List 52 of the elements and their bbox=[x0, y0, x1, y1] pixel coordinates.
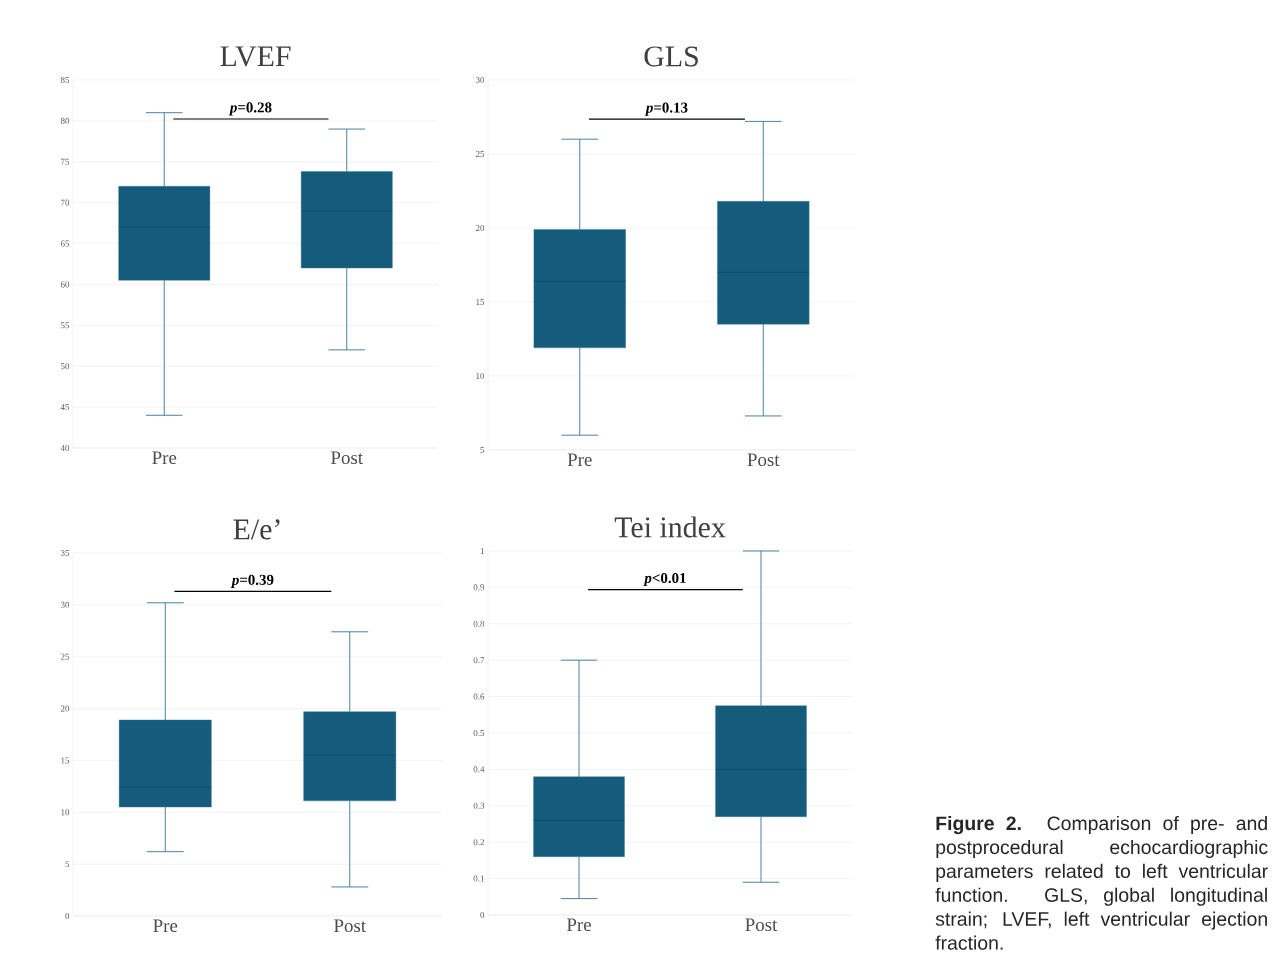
y-tick-label: 0.2 bbox=[473, 839, 484, 846]
x-tick-label: Post bbox=[331, 451, 363, 465]
y-tick-label: 85 bbox=[60, 76, 70, 84]
y-tick-label: 5 bbox=[65, 861, 70, 868]
chart-title: GLS bbox=[644, 46, 698, 67]
y-tick-label: 10 bbox=[476, 372, 485, 380]
y-tick-label: 20 bbox=[60, 705, 70, 712]
y-tick-label: 0.9 bbox=[473, 584, 485, 591]
y-tick-label: 0.8 bbox=[473, 620, 485, 627]
text: Figure 2. Comparison of pre- and postprocedural echocardiographic parameters related to left ventricular function. GLS, global longitudinal strain; LVEF, left ventricular ejection fraction. bbox=[935, 815, 1268, 950]
y-tick-label: 35 bbox=[60, 549, 70, 556]
chart-title: Tei index bbox=[614, 516, 726, 538]
annotation: p<0.01 bbox=[643, 572, 686, 587]
y-tick-label: 0.6 bbox=[473, 693, 485, 700]
y-tick-label: 0.3 bbox=[473, 802, 485, 809]
x-tick-label: Post bbox=[334, 919, 366, 933]
y-tick-label: 10 bbox=[61, 809, 70, 816]
y-tick-label: 0.5 bbox=[473, 729, 485, 737]
x-tick-label: Pre bbox=[566, 918, 591, 932]
y-tick-label: 15 bbox=[476, 298, 485, 305]
annotation: p=0.39 bbox=[230, 574, 274, 588]
y-tick-label: 40 bbox=[60, 444, 70, 452]
y-tick-label: 80 bbox=[60, 117, 70, 124]
chart-title: E/e’ bbox=[233, 519, 280, 540]
y-tick-label: 25 bbox=[475, 150, 485, 157]
y-tick-label: 5 bbox=[480, 447, 485, 453]
y-tick-label: 70 bbox=[61, 199, 70, 206]
y-tick-label: 65 bbox=[60, 240, 70, 247]
x-tick-label: Post bbox=[747, 453, 780, 467]
y-tick-label: 1 bbox=[480, 548, 484, 554]
y-tick-label: 55 bbox=[61, 322, 70, 329]
x-tick-label: Pre bbox=[567, 453, 592, 467]
y-tick-label: 20 bbox=[475, 224, 485, 232]
x-tick-label: Pre bbox=[153, 919, 178, 933]
y-tick-label: 0.1 bbox=[473, 875, 484, 882]
y-tick-label: 50 bbox=[61, 363, 70, 370]
y-tick-label: 60 bbox=[60, 281, 70, 288]
y-tick-label: 0 bbox=[65, 912, 70, 920]
annotation: p=0.28 bbox=[228, 102, 272, 116]
x-tick-label: Post bbox=[745, 918, 778, 932]
chart-title: LVEF bbox=[220, 46, 291, 67]
y-tick-label: 45 bbox=[60, 404, 70, 411]
y-tick-label: 0.4 bbox=[473, 766, 485, 773]
annotation: p=0.13 bbox=[644, 102, 688, 116]
y-tick-label: 30 bbox=[60, 601, 70, 608]
y-tick-label: 0 bbox=[480, 911, 485, 919]
y-tick-label: 25 bbox=[60, 653, 70, 660]
x-tick-label: Pre bbox=[152, 451, 177, 465]
y-tick-label: 15 bbox=[61, 757, 70, 764]
y-tick-label: 30 bbox=[475, 76, 485, 84]
y-tick-label: 75 bbox=[61, 158, 70, 165]
y-tick-label: 0.7 bbox=[473, 657, 485, 664]
